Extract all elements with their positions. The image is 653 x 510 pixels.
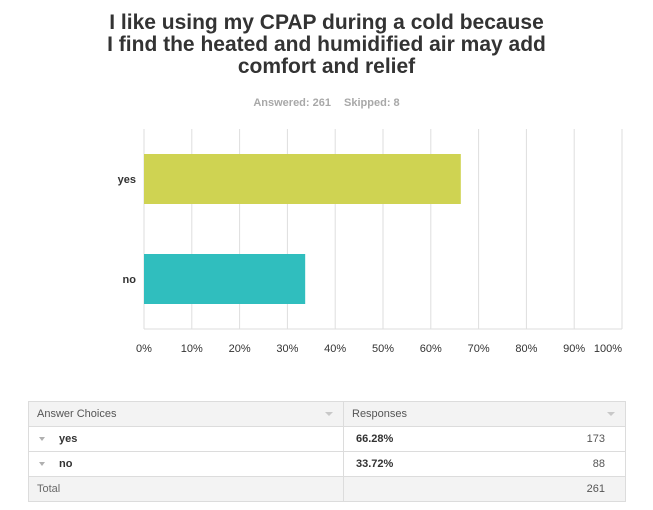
answered-count: Answered: 261	[253, 97, 331, 109]
x-tick-label: 100%	[594, 343, 622, 355]
table-row: no 33.72% 88	[28, 451, 626, 477]
x-tick-label: 30%	[276, 343, 298, 355]
choice-label: yes	[59, 433, 78, 445]
answer-choices-header-label: Answer Choices	[37, 408, 117, 420]
x-tick-label: 20%	[229, 343, 251, 355]
response-count: 88	[592, 458, 605, 470]
response-cell: 66.28% 173	[343, 426, 626, 452]
response-cell: 33.72% 88	[343, 451, 626, 477]
answer-choices-header[interactable]: Answer Choices	[28, 401, 344, 427]
x-tick-label: 40%	[324, 343, 346, 355]
responses-table: Answer Choices Responses yes 66.28% 173 …	[28, 401, 626, 502]
title-line-3: comfort and relief	[237, 55, 416, 78]
response-percent: 33.72%	[356, 458, 394, 470]
choice-cell: yes	[28, 426, 344, 452]
x-tick-label: 10%	[181, 343, 203, 355]
total-count: 261	[586, 483, 605, 495]
skipped-count: Skipped: 8	[344, 97, 400, 109]
x-tick-label: 80%	[515, 343, 537, 355]
responses-header-label: Responses	[352, 408, 408, 420]
table-total-row: Total 261	[28, 476, 626, 502]
table-header-row: Answer Choices Responses	[28, 401, 626, 427]
chart-title: I like using my CPAP during a cold becau…	[60, 12, 593, 78]
sort-chevron-down-icon[interactable]	[325, 412, 333, 416]
response-count: 173	[586, 433, 605, 445]
response-percent: 66.28%	[356, 433, 394, 445]
title-line-2: I find the heated and humidified air may…	[107, 33, 546, 56]
x-tick-label: 60%	[420, 343, 442, 355]
bar-chart: yes no 0% 10% 20% 30% 40% 50% 60% 70% 80% 90% 100%	[118, 129, 623, 355]
bar-no[interactable]	[144, 254, 306, 304]
total-label: Total	[37, 483, 61, 495]
category-label: yes	[118, 174, 136, 186]
title-line-1: I like using my CPAP during a cold becau…	[109, 11, 544, 34]
bar-yes[interactable]	[144, 154, 461, 204]
choice-cell: no	[28, 451, 344, 477]
x-tick-label: 70%	[468, 343, 490, 355]
x-tick-label: 0%	[136, 343, 152, 355]
sort-chevron-down-icon[interactable]	[607, 412, 615, 416]
responses-header[interactable]: Responses	[343, 401, 626, 427]
expand-chevron-down-icon[interactable]	[39, 437, 45, 442]
total-count-cell: 261	[343, 476, 626, 502]
total-label-cell: Total	[28, 476, 344, 502]
table-row: yes 66.28% 173	[28, 426, 626, 452]
category-label: no	[123, 274, 137, 286]
response-stats: Answered: 261 Skipped: 8	[0, 97, 653, 109]
x-tick-label: 90%	[563, 343, 585, 355]
choice-label: no	[59, 458, 73, 470]
x-tick-label: 50%	[372, 343, 394, 355]
expand-chevron-down-icon[interactable]	[39, 462, 45, 467]
